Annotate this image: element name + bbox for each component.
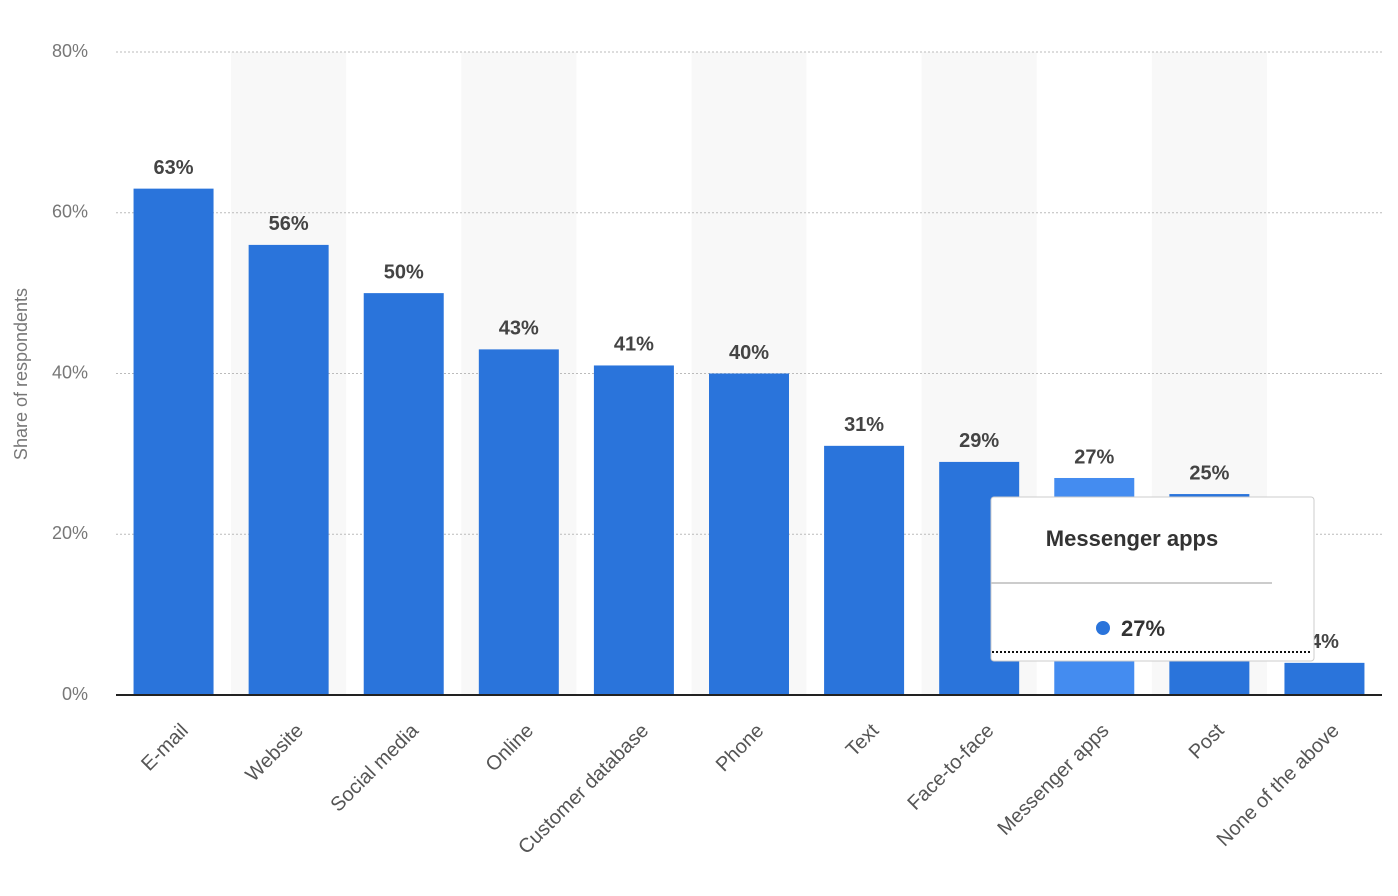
bar (133, 188, 214, 695)
x-tick-label: Text (842, 719, 884, 761)
data-label: 27% (1074, 446, 1114, 468)
y-tick-label: 60% (52, 202, 88, 222)
x-tick-label: None of the above (1213, 720, 1344, 851)
bar (478, 349, 559, 695)
bar (1284, 662, 1365, 695)
data-label: 63% (154, 157, 194, 179)
bar (593, 365, 674, 695)
data-label: 4% (1310, 631, 1339, 653)
x-tick-label: E-mail (137, 720, 193, 776)
tooltip: Messenger apps 27% (990, 496, 1315, 662)
x-tick-label: Phone (712, 720, 768, 776)
data-label: 41% (614, 334, 654, 356)
data-label: 43% (499, 318, 539, 340)
bar (709, 373, 789, 695)
y-tick-label: 20% (52, 523, 88, 543)
x-tick-label: Customer database (514, 720, 653, 859)
tooltip-value: 27% (1121, 616, 1165, 641)
data-label: 56% (269, 213, 309, 235)
tooltip-marker (1096, 621, 1110, 635)
x-tick-label: Social media (326, 719, 423, 816)
x-tick-label: Face-to-face (904, 720, 999, 815)
y-axis-label: Share of respondents (11, 288, 31, 460)
tooltip-box (990, 496, 1315, 662)
x-tick-label: Post (1185, 719, 1229, 763)
data-label: 31% (844, 414, 884, 436)
x-tick-label: Messenger apps (993, 720, 1113, 840)
data-label: 25% (1189, 462, 1229, 484)
data-label: 50% (384, 261, 424, 283)
data-label: 40% (729, 342, 769, 364)
bar (363, 293, 444, 695)
x-tick-label: Online (482, 720, 538, 776)
y-tick-label: 0% (62, 684, 88, 704)
tooltip-title: Messenger apps (1046, 526, 1218, 551)
bar (248, 244, 329, 695)
bar (824, 445, 905, 695)
plot: 0% 20% 40% 60% 80% 63% E-mail 56% Website 50% Soci… (52, 41, 1382, 859)
x-tick-label: Website (242, 720, 308, 786)
data-label: 29% (959, 430, 999, 452)
y-tick-label: 80% (52, 41, 88, 61)
y-tick-label: 40% (52, 362, 88, 382)
